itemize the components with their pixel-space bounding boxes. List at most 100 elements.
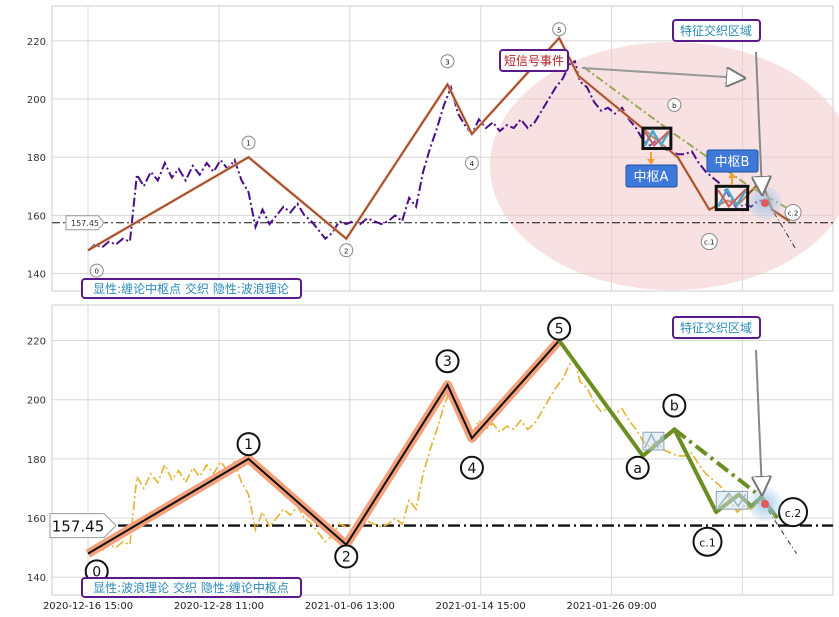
bottom-wave-label-text: 2 — [342, 550, 351, 566]
bottom-wave-label-ring — [625, 455, 650, 480]
top-wave-label-2: 2 — [339, 243, 354, 258]
top-zone-title-annotation: 特征交织区域 — [672, 19, 762, 192]
bottom-wave-label-text: 0 — [92, 564, 101, 580]
top-wave-label-ring — [784, 203, 802, 221]
short-signal-label: 短信号事件 — [504, 54, 564, 68]
bottom-correction-dashdot — [673, 427, 763, 499]
bottom-wave-label-c.1: c.1 — [692, 526, 723, 557]
top-wave-label-1: 1 — [241, 135, 256, 150]
bottom-wave-label-text: 4 — [467, 461, 476, 477]
top-wave-label-ring — [339, 243, 354, 258]
pivot-b-box — [706, 149, 759, 173]
bottom-wave-label-text: b — [670, 399, 679, 415]
bottom-wave-label-ring — [692, 526, 723, 557]
bottom-xtick-label: 2020-12-16 15:00 — [43, 601, 133, 612]
bottom-x-axis: 2020-12-16 15:00 2020-12-28 11:00 2021-01-… — [43, 601, 657, 612]
bottom-level-label: 157.45 — [52, 518, 105, 536]
bottom-pivot-boxes — [642, 431, 749, 510]
bottom-wave-label-text: a — [633, 461, 642, 477]
bottom-wave-label-4: 4 — [459, 455, 484, 480]
top-ytick-label: 220 — [27, 37, 46, 48]
short-signal-annotation: 短信号事件 — [499, 49, 742, 78]
top-wave-label-text: c.2 — [788, 209, 799, 217]
bottom-wave-label-text: 3 — [443, 354, 452, 370]
top-zone-marker — [761, 199, 769, 207]
top-caption: 显性:缠论中枢点 交织 隐性:波浪理论 — [81, 278, 302, 299]
top-wave-label-3: 3 — [440, 54, 455, 69]
top-ytick-label: 140 — [27, 270, 46, 281]
top-y-axis: 140 160 180 200 220 — [27, 37, 46, 281]
top-wave-label-5: 5 — [552, 22, 567, 37]
top-wave-label-b: b — [667, 97, 682, 112]
bottom-wave-label-c.2: c.2 — [778, 497, 809, 528]
bottom-wave-label-text: c.1 — [699, 537, 716, 550]
top-pivot-boxes — [641, 126, 750, 212]
bottom-pivot-zigzag-0 — [644, 432, 663, 449]
top-zone-title-box — [672, 19, 761, 42]
top-price-line — [87, 59, 766, 252]
top-wave-label-ring — [700, 233, 718, 251]
top-wave-label-text: b — [672, 102, 677, 110]
top-wave-label-text: c.1 — [704, 239, 715, 247]
bottom-wave-label-ring — [662, 393, 687, 418]
bottom-wave-label-3: 3 — [435, 349, 460, 374]
bottom-ytick-label: 160 — [27, 514, 46, 525]
bottom-wave-label-ring — [236, 432, 261, 457]
bottom-wave-series — [85, 337, 563, 558]
bottom-pivot-zigzag-1 — [717, 492, 747, 508]
bottom-wave-label-text: 5 — [555, 322, 564, 338]
bottom-wave-label-5: 5 — [547, 316, 572, 341]
top-pivot-zigzag-red-0 — [644, 130, 670, 148]
top-wave-label-ring — [241, 135, 256, 150]
top-ytick-label: 180 — [27, 153, 46, 164]
top-projection-line — [761, 191, 797, 251]
pivot-b-pointer — [728, 172, 736, 185]
bottom-level-line: 157.45 — [49, 513, 833, 539]
bottom-wave-label-b: b — [662, 393, 687, 418]
pivot-a-annotation: 中枢A — [625, 152, 678, 188]
top-ytick-label: 200 — [27, 95, 46, 106]
bottom-xtick-label: 2021-01-14 15:00 — [436, 601, 526, 612]
bottom-wave-label-text: 1 — [244, 437, 253, 453]
bottom-ytick-label: 140 — [27, 573, 46, 584]
top-wave-label-ring — [667, 97, 682, 112]
bottom-wave-label-2: 2 — [334, 544, 359, 569]
bottom-y-axis: 140 160 180 200 220 — [27, 337, 46, 585]
bottom-wave-label-ring — [334, 544, 359, 569]
bottom-zone-title-annotation: 特征交织区域 — [672, 316, 762, 492]
top-wave-label-ring — [440, 54, 455, 69]
top-zone-arrow — [756, 51, 762, 192]
top-wave-label-0: 0 — [89, 263, 104, 278]
top-wave-label-4: 4 — [464, 156, 479, 171]
bottom-zone-title: 特征交织区域 — [680, 320, 752, 335]
pivot-b-annotation: 中枢B — [706, 149, 759, 185]
bottom-wave-label-ring — [459, 455, 484, 480]
bottom-wave-label-a: a — [625, 455, 650, 480]
top-wave-label-ring — [552, 22, 567, 37]
bottom-zone-marker — [761, 500, 769, 508]
bottom-wave-label-ring — [435, 349, 460, 374]
bottom-xtick-label: 2021-01-06 13:00 — [305, 601, 395, 612]
top-wave-label-ring — [89, 263, 104, 278]
short-signal-box — [499, 49, 569, 72]
bottom-wave-line — [87, 339, 560, 555]
bottom-ytick-label: 200 — [27, 396, 46, 407]
pivot-a-label: 中枢A — [634, 170, 669, 185]
bottom-wave-labels: 0 1 2 3 4 5 a b c.1 c.2 — [84, 316, 809, 584]
top-level-flag — [65, 215, 105, 231]
top-caption-box — [81, 278, 302, 299]
top-wave-label-c.1: c.1 — [700, 233, 718, 251]
bottom-caption-box — [81, 577, 302, 598]
pivot-a-pointer — [647, 152, 655, 165]
bottom-wave-label-text: c.2 — [785, 507, 802, 520]
bottom-caption-text: 显性:波浪理论 交织 隐性:缠论中枢点 — [93, 580, 289, 595]
pivot-a-box — [625, 164, 678, 188]
top-wave-label-ring — [464, 156, 479, 171]
top-price-series — [87, 59, 766, 252]
bottom-pivot-box-0 — [642, 431, 665, 451]
top-wave-label-text: 4 — [470, 160, 475, 168]
bottom-zone-title-box — [672, 316, 761, 339]
top-wave-label-text: 3 — [445, 58, 449, 66]
